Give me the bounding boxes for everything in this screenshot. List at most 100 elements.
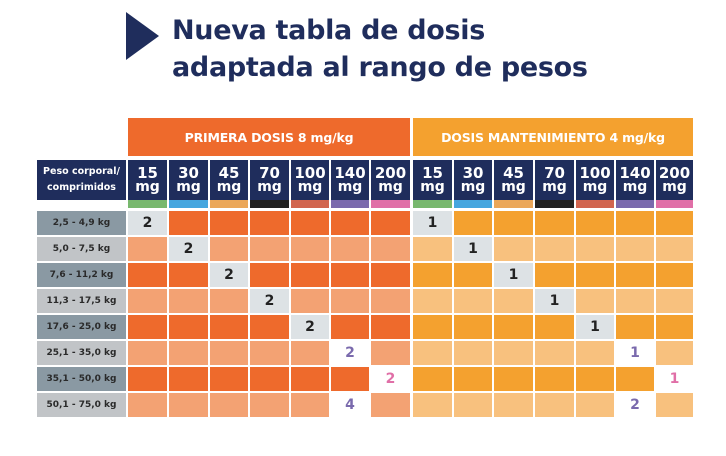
dose-cell	[371, 341, 410, 365]
dose-amount: 70	[544, 164, 565, 182]
dose-color-strip	[128, 200, 167, 208]
dose-cell	[291, 393, 329, 417]
weight-range-label: 2,5 - 4,9 kg	[37, 211, 126, 235]
weight-range-label: 25,1 - 35,0 kg	[37, 341, 126, 365]
dose-cell	[656, 263, 693, 287]
dose-cell	[210, 289, 248, 313]
dose-cell: 2	[616, 393, 654, 417]
dose-cell	[656, 211, 693, 235]
dose-cell	[535, 341, 574, 365]
dose-cell	[413, 367, 452, 391]
page-title: Nueva tabla de dosis adaptada al rango d…	[172, 12, 588, 86]
dose-header-first-100: 100 mg	[291, 160, 329, 200]
dose-cell	[291, 367, 329, 391]
dose-cell	[331, 289, 369, 313]
dose-cell	[250, 393, 289, 417]
dose-unit: mg	[378, 179, 403, 195]
dose-cell: 1	[535, 289, 574, 313]
dose-header-maint-70: 70 mg	[535, 160, 574, 200]
corner-header: Peso corporal/ comprimidos	[37, 160, 126, 200]
dose-cell	[454, 263, 492, 287]
dose-unit: mg	[622, 179, 648, 195]
dose-cell	[494, 367, 533, 391]
dose-header-first-30: 30 mg	[169, 160, 208, 200]
dose-cell	[250, 237, 289, 261]
dose-cell	[250, 367, 289, 391]
dose-cell	[494, 237, 533, 261]
dose-cell	[169, 341, 208, 365]
dose-cell	[656, 237, 693, 261]
dose-header-first-70: 70 mg	[250, 160, 289, 200]
dose-cell	[656, 315, 693, 339]
dose-cell	[454, 367, 492, 391]
dose-cell	[454, 211, 492, 235]
dose-color-strip	[454, 200, 492, 208]
weight-range-label: 11,3 - 17,5 kg	[37, 289, 126, 313]
dose-header-maint-140: 140 mg	[616, 160, 654, 200]
dose-amount: 15	[137, 164, 158, 182]
dose-cell	[535, 315, 574, 339]
dose-cell	[128, 289, 167, 313]
dose-cell	[656, 289, 693, 313]
dose-cell	[291, 341, 329, 365]
title-line-2: adaptada al rango de pesos	[172, 52, 588, 83]
dose-cell	[454, 315, 492, 339]
dose-cell	[331, 263, 369, 287]
dose-cell	[291, 263, 329, 287]
dose-unit: mg	[135, 179, 160, 195]
weight-range-label: 17,6 - 25,0 kg	[37, 315, 126, 339]
dose-cell	[616, 315, 654, 339]
dose-cell	[128, 341, 167, 365]
dose-color-strip	[291, 200, 329, 208]
dose-cell	[128, 367, 167, 391]
dose-color-strip	[250, 200, 289, 208]
dose-header-first-200: 200 mg	[371, 160, 410, 200]
dose-cell	[169, 263, 208, 287]
dose-unit: mg	[501, 179, 526, 195]
dose-amount: 45	[218, 164, 240, 182]
dose-cell	[413, 263, 452, 287]
dose-cell	[169, 211, 208, 235]
dose-cell	[413, 289, 452, 313]
dose-cell	[616, 263, 654, 287]
dose-cell	[494, 393, 533, 417]
dose-amount: 140	[334, 164, 366, 182]
weight-range-label: 35,1 - 50,0 kg	[37, 367, 126, 391]
dose-cell	[576, 341, 614, 365]
dose-unit: mg	[176, 179, 201, 195]
dose-cell	[494, 289, 533, 313]
dose-unit: mg	[297, 179, 323, 195]
dose-cell	[616, 289, 654, 313]
dose-header-maint-45: 45 mg	[494, 160, 533, 200]
dose-color-strip	[169, 200, 208, 208]
dose-cell	[128, 237, 167, 261]
dose-cell	[535, 367, 574, 391]
corner-label-line-1: Peso corporal/	[43, 166, 120, 177]
title-line-1: Nueva tabla de dosis	[172, 15, 485, 46]
dose-cell	[576, 263, 614, 287]
dose-cell	[210, 393, 248, 417]
dose-cell	[656, 393, 693, 417]
dose-cell	[576, 393, 614, 417]
dose-amount: 70	[259, 164, 280, 182]
dose-cell	[371, 315, 410, 339]
dose-unit: mg	[582, 179, 608, 195]
dose-amount: 200	[658, 164, 691, 182]
weight-range-label: 7,6 - 11,2 kg	[37, 263, 126, 287]
dose-cell	[494, 341, 533, 365]
dose-cell	[413, 393, 452, 417]
dose-cell	[576, 289, 614, 313]
weight-range-label: 50,1 - 75,0 kg	[37, 393, 126, 417]
dose-header-first-140: 140 mg	[331, 160, 369, 200]
dose-unit: mg	[542, 179, 567, 195]
dose-cell	[210, 237, 248, 261]
dose-cell	[616, 237, 654, 261]
dose-cell	[291, 289, 329, 313]
dose-cell	[250, 263, 289, 287]
dose-cell	[210, 211, 248, 235]
dose-color-strip	[656, 200, 693, 208]
dose-header-first-45: 45 mg	[210, 160, 248, 200]
dose-cell: 1	[454, 237, 492, 261]
dose-cell	[169, 289, 208, 313]
dose-color-strip	[331, 200, 369, 208]
